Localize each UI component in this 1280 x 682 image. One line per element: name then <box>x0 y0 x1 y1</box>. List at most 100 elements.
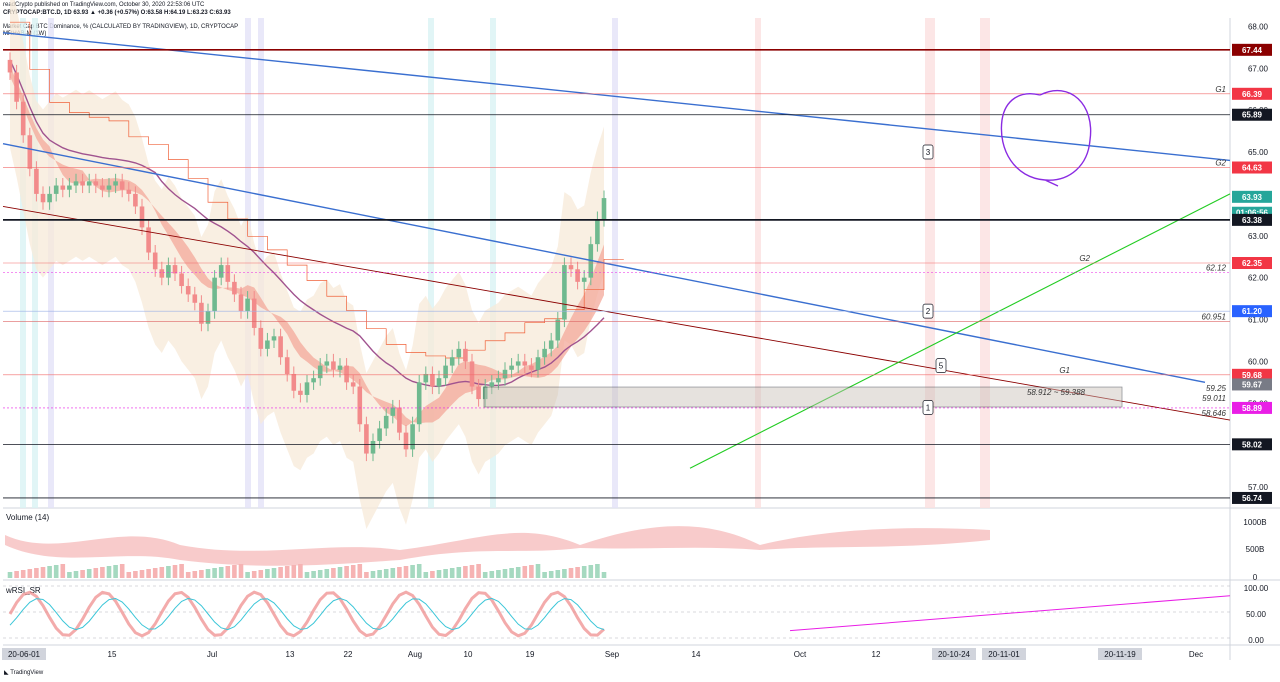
volume-bar <box>86 569 92 578</box>
candle-body <box>542 348 547 358</box>
level-annotation: 59.011 <box>1202 394 1226 403</box>
candle-body <box>179 273 184 287</box>
candle-body <box>265 340 270 349</box>
volume-bar <box>364 572 369 578</box>
volume-bar <box>430 571 435 578</box>
volume-bar <box>152 568 158 578</box>
volume-bar <box>113 565 118 578</box>
x-tick-highlight <box>1098 648 1142 660</box>
candle-body <box>258 327 264 349</box>
volume-bar <box>159 567 165 578</box>
x-tick-label: 20-11-19 <box>1104 650 1136 659</box>
volume-bar <box>60 564 66 578</box>
wave-marker <box>922 144 934 160</box>
candle-body <box>357 386 363 425</box>
candle-body <box>80 181 85 186</box>
candle-body <box>410 424 415 450</box>
candle-body <box>482 386 488 400</box>
wave-marker-label: 3 <box>926 148 931 157</box>
candle-body <box>324 361 330 366</box>
volume-bar <box>34 568 39 578</box>
candle-body <box>172 265 178 274</box>
x-tick-highlight <box>2 648 46 660</box>
volume-bar <box>509 568 514 578</box>
rsi-trend-line <box>789 595 1231 632</box>
volume-bar <box>416 564 422 578</box>
volume-bar <box>265 569 270 578</box>
volume-bar <box>20 570 26 578</box>
volume-bar <box>581 566 587 578</box>
candle-body <box>73 181 79 186</box>
volume-bar <box>575 567 580 578</box>
volume-bar <box>27 569 33 578</box>
volume-bar <box>126 572 132 578</box>
wave-marker <box>935 358 947 373</box>
wave-marker <box>922 400 934 415</box>
volume-bar <box>73 571 79 578</box>
x-tick-label: 22 <box>344 650 353 659</box>
candle-body <box>20 101 26 136</box>
volume-bar <box>225 566 231 578</box>
volume-bar <box>601 572 607 578</box>
x-tick-label: 14 <box>692 650 701 659</box>
volume-bar <box>199 570 204 578</box>
candle-body <box>575 269 580 282</box>
price-tag-label: 59.67 <box>1242 380 1263 389</box>
volume-bar <box>337 567 343 578</box>
price-tag <box>1232 108 1272 121</box>
volume-bar <box>595 564 600 578</box>
volume-bar <box>324 569 330 578</box>
rsi-line <box>8 590 606 638</box>
volume-bar <box>205 569 211 578</box>
candle-body <box>113 181 118 186</box>
price-tag <box>1232 87 1272 100</box>
candle-body <box>317 365 323 379</box>
y-tick-label: 57.00 <box>1248 483 1269 492</box>
volume-bar <box>172 565 178 578</box>
candle-body <box>548 340 554 349</box>
volume-bar <box>139 570 145 578</box>
candle-body <box>192 294 198 303</box>
candle-body <box>86 181 92 186</box>
volume-bar <box>357 564 363 578</box>
volume-bar <box>133 571 138 578</box>
candle-body <box>377 428 382 441</box>
candle-body <box>232 281 237 295</box>
volume-bar <box>192 571 198 578</box>
volume-bar <box>284 566 290 578</box>
volume-bar <box>331 568 336 578</box>
publisher-line: readCrypto published on TradingView.com,… <box>3 2 205 8</box>
candle-body <box>443 365 448 379</box>
volume-tick-label: 0 <box>1253 573 1258 582</box>
candle-body <box>139 206 145 228</box>
tradingview-logo: ◣ TradingView <box>4 669 43 676</box>
y-tick-label: 61.00 <box>1248 316 1269 325</box>
volume-bar <box>93 568 99 578</box>
ema-ribbon <box>10 66 604 427</box>
price-tag <box>1232 438 1272 451</box>
volume-bar <box>311 571 316 578</box>
x-tick-label: Oct <box>794 650 807 659</box>
candle-body <box>581 277 587 282</box>
volume-bar <box>232 565 237 578</box>
candle-body <box>304 382 310 395</box>
price-tag-label: 63.38 <box>1242 216 1263 225</box>
candle-body <box>403 432 409 450</box>
volume-bar <box>476 564 481 578</box>
price-tag-label: 58.89 <box>1242 404 1263 413</box>
volume-bar <box>304 572 310 578</box>
range-box <box>483 386 1123 408</box>
candle-body <box>430 373 435 387</box>
candle-body <box>126 189 132 194</box>
y-tick-label: 68.00 <box>1248 22 1269 31</box>
level-annotation: 58.912 ~ 59.388 <box>1027 388 1086 397</box>
volume-bar <box>403 566 409 578</box>
volume-bar <box>548 571 554 578</box>
volume-bar <box>212 568 217 578</box>
volume-tick-label: 500B <box>1246 545 1265 554</box>
volume-bar <box>502 569 508 578</box>
candle-body <box>463 348 468 362</box>
x-tick-highlight <box>932 648 976 660</box>
x-tick-label: 20-10-24 <box>938 650 971 659</box>
